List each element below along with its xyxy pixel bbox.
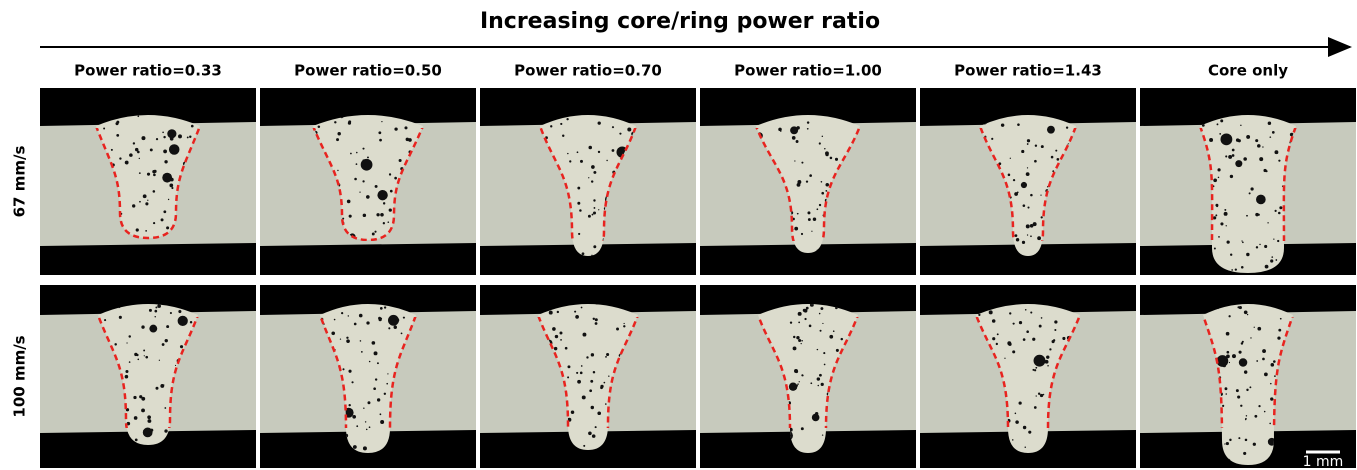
column-label: Power ratio=0.50 [294,62,442,80]
micrograph [480,285,696,468]
micrograph [480,88,696,275]
scale-bar-label: 1 mm [1303,454,1344,470]
column-label: Core only [1208,62,1288,80]
micrograph [260,285,476,468]
micrograph [920,285,1136,468]
column-label: Power ratio=1.43 [954,62,1102,80]
micrograph [1140,285,1356,468]
micrograph [700,88,916,275]
micrograph [40,88,256,275]
micrograph [920,88,1136,275]
micrograph [260,88,476,275]
micrograph [700,285,916,468]
scale-bar: 1 mm [1303,452,1344,470]
row-label: 67 mm/s [11,146,29,218]
column-label: Power ratio=0.70 [514,62,662,80]
figure: Increasing core/ring power ratio Power r… [0,0,1357,470]
micrograph [1140,88,1356,275]
micrograph [40,285,256,468]
column-label: Power ratio=0.33 [74,62,222,80]
title: Increasing core/ring power ratio [480,9,880,34]
column-label: Power ratio=1.00 [734,62,882,80]
row-label: 100 mm/s [11,335,29,417]
